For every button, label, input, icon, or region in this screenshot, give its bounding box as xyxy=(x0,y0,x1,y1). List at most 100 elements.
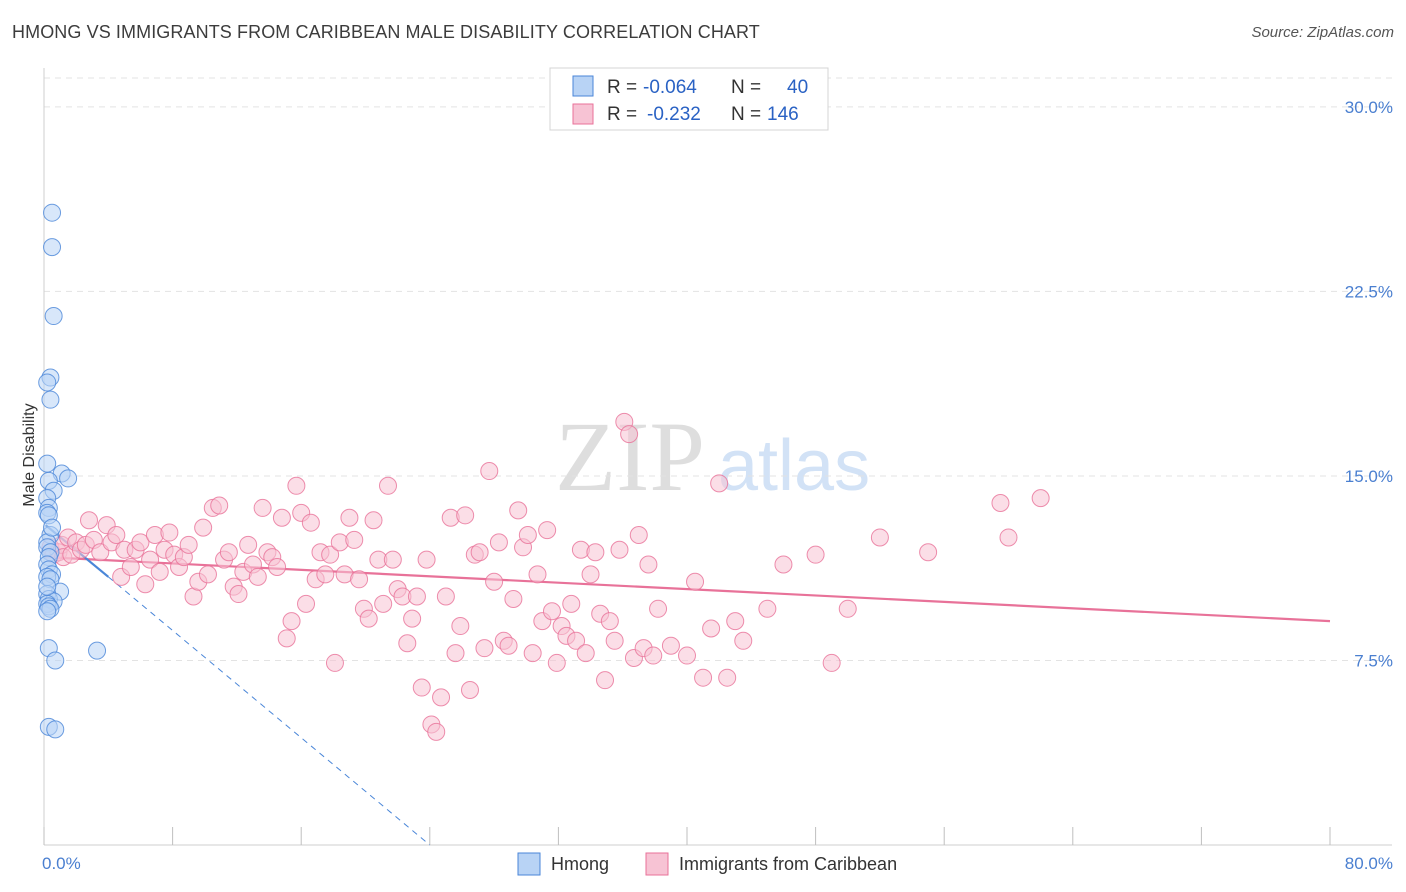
y-tick-label: 15.0% xyxy=(1345,467,1393,486)
hmong-point xyxy=(38,602,57,621)
bottom-legend-label-caribbean: Immigrants from Caribbean xyxy=(679,854,897,874)
legend-n-label-caribbean: N = xyxy=(731,104,761,125)
caribbean-point xyxy=(160,523,179,542)
caribbean-point xyxy=(489,533,508,552)
caribbean-point xyxy=(325,653,344,672)
caribbean-point xyxy=(542,602,561,621)
caribbean-point xyxy=(451,617,470,636)
caribbean-point xyxy=(374,594,393,613)
caribbean-point xyxy=(301,513,320,532)
caribbean-point xyxy=(686,572,705,591)
y-tick-label: 22.5% xyxy=(1345,282,1393,301)
caribbean-point xyxy=(248,567,267,586)
series-hmong-points xyxy=(38,203,107,739)
caribbean-point xyxy=(131,533,150,552)
caribbean-point xyxy=(518,526,537,544)
caribbean-point xyxy=(1031,489,1050,508)
caribbean-point xyxy=(229,585,248,604)
hmong-point xyxy=(46,720,65,739)
caribbean-point xyxy=(991,494,1010,513)
hmong-point xyxy=(41,390,60,409)
caribbean-point xyxy=(297,594,316,613)
caribbean-point xyxy=(364,511,383,530)
hmong-point xyxy=(43,518,62,537)
caribbean-point xyxy=(806,545,825,564)
hmong-point xyxy=(38,373,57,392)
caribbean-point xyxy=(456,506,475,525)
trend-line-hmong-extension xyxy=(107,576,431,846)
y-tick-labels: 7.5% 15.0% 22.5% 30.0% xyxy=(1345,98,1393,671)
caribbean-point xyxy=(620,425,639,444)
caribbean-point xyxy=(383,550,402,569)
caribbean-point xyxy=(403,609,422,628)
caribbean-point xyxy=(718,668,737,687)
caribbean-point xyxy=(198,565,217,584)
caribbean-point xyxy=(407,587,426,606)
caribbean-point xyxy=(999,528,1018,547)
caribbean-point xyxy=(210,496,229,515)
caribbean-point xyxy=(282,612,301,631)
caribbean-point xyxy=(446,644,465,663)
caribbean-point xyxy=(417,550,436,569)
caribbean-point xyxy=(639,555,658,574)
caribbean-point xyxy=(710,474,729,493)
caribbean-point xyxy=(702,619,721,638)
caribbean-point xyxy=(538,521,557,540)
caribbean-point xyxy=(838,599,857,618)
watermark-atlas: atlas xyxy=(718,426,870,506)
caribbean-point xyxy=(480,462,499,481)
caribbean-point xyxy=(774,555,793,574)
caribbean-point xyxy=(734,631,753,650)
caribbean-point xyxy=(136,575,155,594)
bottom-legend-swatch-caribbean xyxy=(645,852,669,876)
legend-r-label-caribbean: R = xyxy=(607,104,637,125)
caribbean-point xyxy=(340,508,359,527)
caribbean-point xyxy=(644,646,663,665)
x-tick-label-max: 80.0% xyxy=(1345,854,1393,873)
caribbean-point xyxy=(562,594,581,613)
series-legend: Hmong Immigrants from Caribbean xyxy=(517,852,897,876)
caribbean-point xyxy=(121,557,140,576)
chart-title: HMONG VS IMMIGRANTS FROM CARIBBEAN MALE … xyxy=(12,22,760,42)
caribbean-point xyxy=(272,508,291,527)
series-caribbean-points xyxy=(41,412,1050,741)
caribbean-point xyxy=(219,543,238,562)
caribbean-point xyxy=(470,543,489,562)
caribbean-point xyxy=(694,668,713,687)
watermark: ZIP atlas xyxy=(555,401,870,512)
caribbean-point xyxy=(649,599,668,618)
correlation-legend: R = -0.064 N = 40 R = -0.232 N = 146 xyxy=(549,67,829,131)
caribbean-point xyxy=(287,476,306,495)
hmong-point xyxy=(38,577,57,596)
caribbean-point xyxy=(316,565,335,584)
caribbean-point xyxy=(499,636,518,655)
caribbean-point xyxy=(509,501,528,520)
legend-swatch-hmong xyxy=(572,75,594,97)
caribbean-point xyxy=(822,653,841,672)
caribbean-point xyxy=(919,543,938,562)
caribbean-point xyxy=(547,653,566,672)
hmong-point xyxy=(43,203,62,222)
caribbean-point xyxy=(460,681,479,699)
caribbean-point xyxy=(277,629,296,648)
caribbean-point xyxy=(504,589,523,608)
caribbean-point xyxy=(678,646,696,665)
hmong-point xyxy=(46,651,65,670)
hmong-point xyxy=(38,454,57,473)
caribbean-point xyxy=(870,528,889,547)
caribbean-point xyxy=(141,550,160,569)
x-tick-label-min: 0.0% xyxy=(42,854,81,873)
caribbean-point xyxy=(179,535,198,554)
legend-n-label-hmong: N = xyxy=(731,77,761,98)
caribbean-point xyxy=(586,543,605,562)
caribbean-point xyxy=(605,631,624,650)
caribbean-point xyxy=(600,612,619,631)
y-axis-label: Male Disability xyxy=(21,403,38,506)
caribbean-point xyxy=(596,671,615,690)
caribbean-point xyxy=(268,557,287,576)
caribbean-point xyxy=(253,498,272,517)
caribbean-point xyxy=(194,518,213,537)
caribbean-point xyxy=(610,540,629,559)
caribbean-point xyxy=(427,722,446,741)
